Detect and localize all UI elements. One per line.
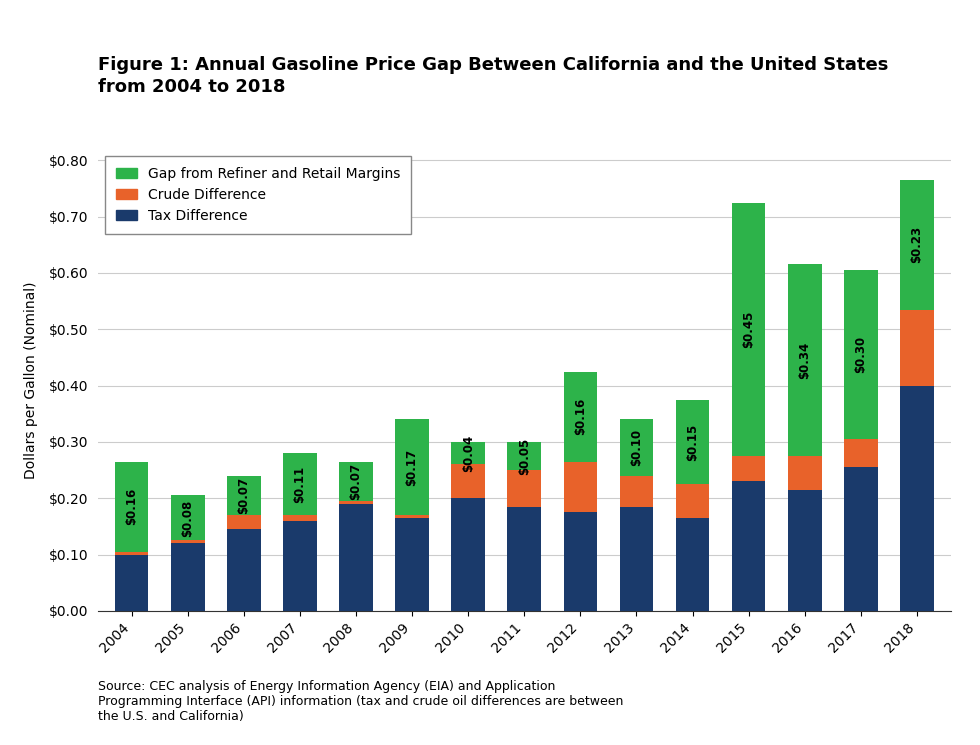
Bar	[115, 462, 149, 552]
Text: $0.45: $0.45	[742, 311, 756, 348]
Text: $0.07: $0.07	[350, 463, 363, 500]
Bar	[900, 309, 934, 386]
Bar	[732, 203, 765, 456]
Text: $0.16: $0.16	[574, 398, 587, 435]
Bar	[619, 507, 654, 611]
Bar	[564, 513, 597, 611]
Bar	[844, 270, 878, 439]
Bar	[171, 540, 205, 543]
Text: $0.11: $0.11	[293, 466, 307, 503]
Bar	[171, 543, 205, 611]
Text: $0.17: $0.17	[406, 448, 418, 486]
Text: $0.05: $0.05	[517, 437, 531, 475]
Bar	[395, 518, 429, 611]
Text: from 2004 to 2018: from 2004 to 2018	[98, 78, 285, 96]
Bar	[283, 453, 317, 515]
Bar	[283, 521, 317, 611]
Legend: Gap from Refiner and Retail Margins, Crude Difference, Tax Difference: Gap from Refiner and Retail Margins, Cru…	[105, 156, 412, 234]
Bar	[452, 498, 485, 611]
Bar	[339, 462, 372, 501]
Bar	[115, 552, 149, 554]
Bar	[732, 481, 765, 611]
Text: Source: CEC analysis of Energy Information Agency (EIA) and Application
Programm: Source: CEC analysis of Energy Informati…	[98, 679, 623, 723]
Text: Figure 1: Annual Gasoline Price Gap Between California and the United States: Figure 1: Annual Gasoline Price Gap Betw…	[98, 56, 889, 74]
Text: $0.08: $0.08	[181, 499, 194, 536]
Text: $0.10: $0.10	[630, 429, 643, 466]
Text: $0.23: $0.23	[910, 226, 923, 263]
Bar	[788, 456, 821, 489]
Bar	[844, 439, 878, 467]
Bar	[676, 518, 710, 611]
Text: $0.16: $0.16	[125, 488, 138, 525]
Bar	[395, 515, 429, 518]
Text: $0.07: $0.07	[237, 477, 250, 514]
Bar	[676, 484, 710, 518]
Bar	[732, 456, 765, 481]
Text: $0.04: $0.04	[462, 434, 474, 472]
Bar	[171, 495, 205, 540]
Bar	[676, 399, 710, 484]
Bar	[227, 529, 261, 611]
Bar	[508, 442, 541, 470]
Bar	[900, 180, 934, 309]
Bar	[788, 264, 821, 456]
Bar	[395, 419, 429, 515]
Bar	[900, 386, 934, 611]
Bar	[283, 515, 317, 521]
Bar	[508, 470, 541, 507]
Bar	[227, 515, 261, 529]
Text: $0.15: $0.15	[686, 423, 699, 460]
Bar	[339, 501, 372, 504]
Bar	[564, 462, 597, 513]
Y-axis label: Dollars per Gallon (Nominal): Dollars per Gallon (Nominal)	[24, 281, 37, 479]
Bar	[452, 442, 485, 464]
Bar	[788, 489, 821, 611]
Bar	[115, 554, 149, 611]
Bar	[564, 372, 597, 462]
Bar	[619, 419, 654, 476]
Bar	[844, 467, 878, 611]
Text: $0.30: $0.30	[855, 336, 867, 373]
Text: $0.34: $0.34	[799, 342, 811, 379]
Bar	[227, 476, 261, 515]
Bar	[339, 504, 372, 611]
Bar	[508, 507, 541, 611]
Bar	[619, 476, 654, 507]
Bar	[452, 464, 485, 498]
